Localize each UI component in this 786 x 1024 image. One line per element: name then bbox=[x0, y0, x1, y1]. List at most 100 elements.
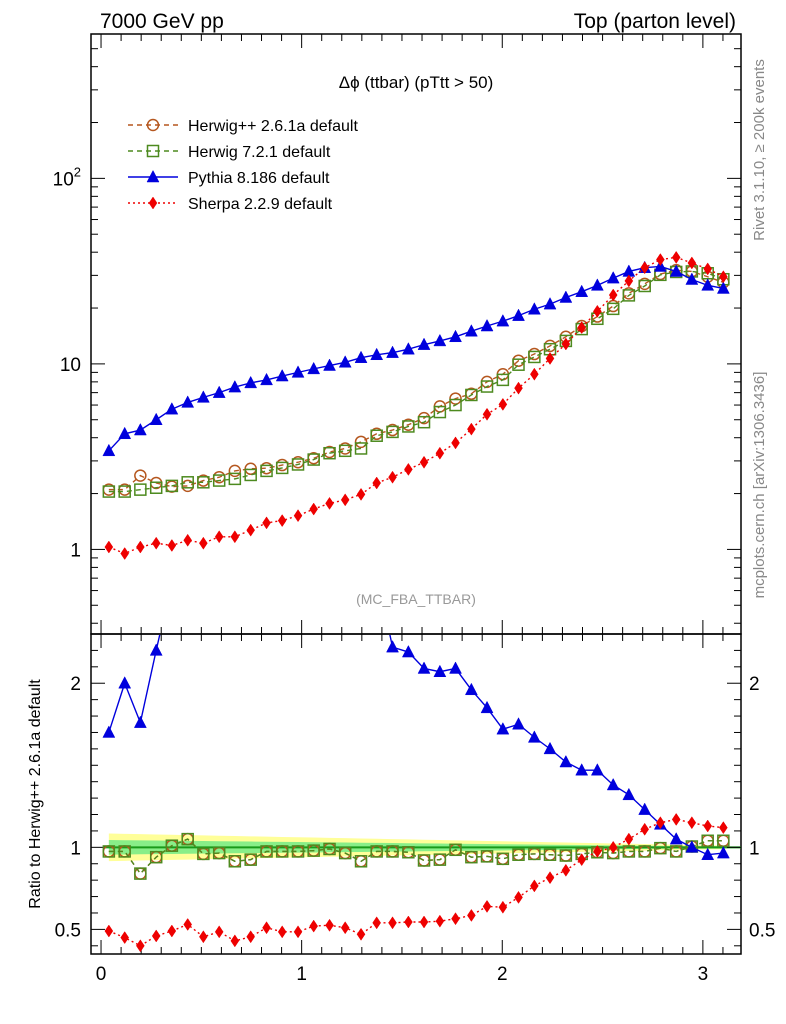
data-point bbox=[354, 350, 368, 363]
data-point bbox=[417, 661, 431, 674]
series-line bbox=[108, 269, 724, 491]
data-point bbox=[118, 426, 132, 440]
data-point bbox=[228, 855, 242, 868]
data-point bbox=[291, 458, 305, 471]
data-point bbox=[404, 915, 413, 929]
data-point bbox=[638, 845, 651, 858]
data-point bbox=[561, 337, 571, 351]
data-point bbox=[323, 842, 336, 856]
data-point bbox=[118, 845, 131, 858]
data-point bbox=[419, 915, 429, 929]
data-point bbox=[640, 822, 650, 836]
data-point bbox=[136, 939, 145, 953]
data-point bbox=[165, 402, 179, 415]
data-point bbox=[716, 281, 730, 294]
data-point bbox=[577, 321, 587, 334]
data-point bbox=[181, 395, 195, 408]
data-point bbox=[606, 302, 620, 316]
data-point bbox=[370, 845, 383, 858]
data-point bbox=[401, 342, 415, 355]
data-point bbox=[449, 329, 462, 343]
analysis-watermark: (MC_FBA_TTBAR) bbox=[356, 591, 476, 607]
data-point bbox=[199, 536, 208, 550]
data-point bbox=[134, 483, 147, 496]
data-point bbox=[480, 318, 494, 332]
data-point bbox=[496, 314, 510, 327]
data-point bbox=[307, 844, 320, 857]
data-point bbox=[149, 412, 163, 425]
data-point bbox=[246, 523, 255, 537]
data-point bbox=[260, 464, 273, 478]
legend-label: Pythia 8.186 default bbox=[188, 170, 330, 187]
data-point bbox=[512, 717, 525, 730]
data-point bbox=[228, 380, 242, 393]
data-point bbox=[146, 169, 160, 183]
series-line bbox=[108, 818, 724, 947]
data-point bbox=[102, 725, 116, 738]
data-point bbox=[149, 643, 163, 656]
data-point bbox=[354, 442, 368, 455]
data-point bbox=[687, 816, 697, 830]
data-point bbox=[606, 271, 620, 284]
data-point bbox=[230, 530, 240, 544]
data-point bbox=[104, 924, 114, 938]
legend-item: Herwig++ 2.6.1a default bbox=[128, 118, 358, 135]
data-point bbox=[134, 469, 147, 482]
data-point bbox=[338, 355, 352, 368]
data-point bbox=[419, 455, 429, 469]
data-point bbox=[181, 832, 194, 846]
data-point bbox=[275, 369, 289, 382]
data-point bbox=[496, 852, 510, 866]
data-point bbox=[656, 816, 665, 830]
data-point bbox=[435, 446, 445, 460]
data-point bbox=[388, 470, 397, 484]
data-point bbox=[498, 397, 508, 411]
data-point bbox=[435, 914, 445, 928]
data-point bbox=[514, 381, 523, 395]
data-point bbox=[277, 925, 287, 939]
x-tick-label: 1 bbox=[296, 964, 307, 985]
side-label-mcplots: mcplots.cern.ch [arXiv:1306.3436] bbox=[751, 372, 768, 599]
data-point bbox=[433, 405, 447, 419]
header-right: Top (parton level) bbox=[574, 10, 736, 33]
data-point bbox=[685, 272, 699, 285]
data-point bbox=[561, 863, 571, 877]
data-point bbox=[449, 661, 462, 674]
data-point bbox=[703, 819, 712, 833]
data-point bbox=[464, 324, 478, 337]
data-point bbox=[685, 840, 699, 853]
y-tick-label-ratio: 2 bbox=[70, 674, 81, 695]
data-point bbox=[354, 855, 368, 868]
data-point bbox=[590, 278, 604, 291]
data-point bbox=[545, 351, 555, 365]
data-point bbox=[687, 256, 697, 270]
series-open-square bbox=[102, 832, 730, 880]
data-point bbox=[606, 777, 620, 791]
data-point bbox=[104, 540, 114, 554]
data-point bbox=[370, 429, 383, 442]
series-filled-triangle bbox=[102, 635, 730, 860]
data-point bbox=[608, 840, 618, 854]
data-point bbox=[449, 392, 462, 405]
main-plot-title: Δϕ (ttbar) (pTtt > 50) bbox=[339, 73, 494, 92]
data-point bbox=[528, 350, 541, 364]
data-point bbox=[480, 850, 494, 863]
data-point bbox=[134, 867, 147, 880]
data-point bbox=[543, 297, 557, 310]
data-point bbox=[136, 540, 145, 554]
data-point bbox=[262, 516, 271, 530]
data-point bbox=[307, 453, 320, 466]
data-point bbox=[480, 380, 494, 393]
data-point bbox=[417, 854, 431, 867]
data-point bbox=[340, 493, 350, 507]
data-point bbox=[669, 832, 683, 845]
data-point bbox=[167, 539, 177, 552]
data-point bbox=[372, 916, 381, 930]
data-point bbox=[577, 853, 587, 867]
data-point bbox=[512, 308, 525, 321]
series-filled-diamond bbox=[104, 812, 728, 953]
data-point bbox=[451, 436, 460, 450]
data-point bbox=[701, 278, 715, 291]
data-point bbox=[496, 722, 510, 735]
